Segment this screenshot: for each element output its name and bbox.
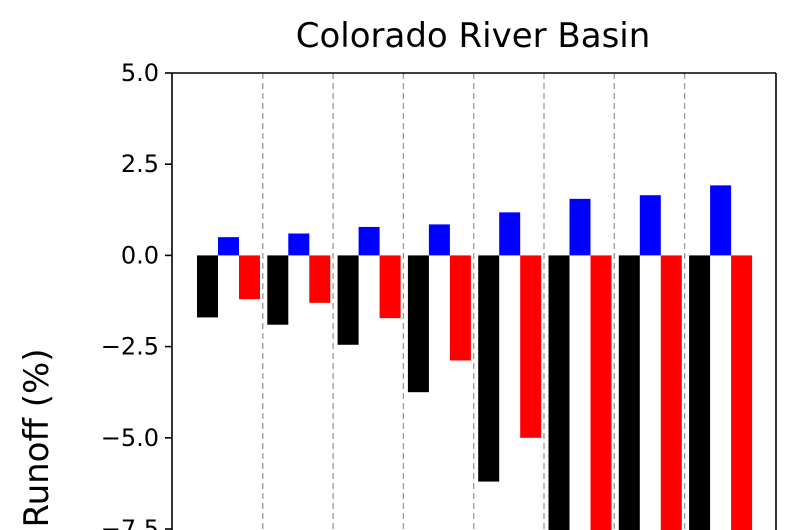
chart-title: Colorado River Basin (296, 16, 651, 56)
y-tick-label: −2.5 (101, 333, 159, 361)
y-tick-label: −7.5 (101, 515, 159, 530)
bar (660, 255, 682, 530)
bar (218, 237, 239, 256)
bar (358, 226, 380, 256)
bar (569, 198, 591, 256)
bar (710, 185, 732, 256)
bar (449, 255, 471, 361)
bar (548, 255, 570, 530)
bar (520, 255, 542, 438)
bar (267, 255, 289, 325)
bar (428, 224, 450, 256)
y-axis-label: Runoff (%) (17, 348, 57, 527)
bar (731, 255, 753, 530)
bar (639, 195, 661, 256)
bar (197, 255, 218, 318)
bar (499, 212, 521, 256)
y-axis: 5.0 2.5 0.0 −2.5 −5.0 −7.5 (101, 59, 172, 530)
y-tick-label: 5.0 (121, 59, 159, 87)
bar (407, 255, 429, 393)
bar (590, 255, 612, 530)
bar (689, 255, 711, 530)
bar (288, 233, 310, 256)
grid-lines (262, 73, 686, 530)
bars (197, 185, 753, 530)
bar (309, 255, 331, 303)
y-tick-label: 0.0 (121, 241, 159, 269)
y-tick-label: 2.5 (121, 150, 159, 178)
bar (239, 255, 260, 300)
bar (337, 255, 359, 345)
bar (478, 255, 500, 482)
bar (379, 255, 401, 319)
plot-frame (171, 72, 777, 530)
y-tick-label: −5.0 (101, 424, 159, 452)
bar (618, 255, 640, 530)
